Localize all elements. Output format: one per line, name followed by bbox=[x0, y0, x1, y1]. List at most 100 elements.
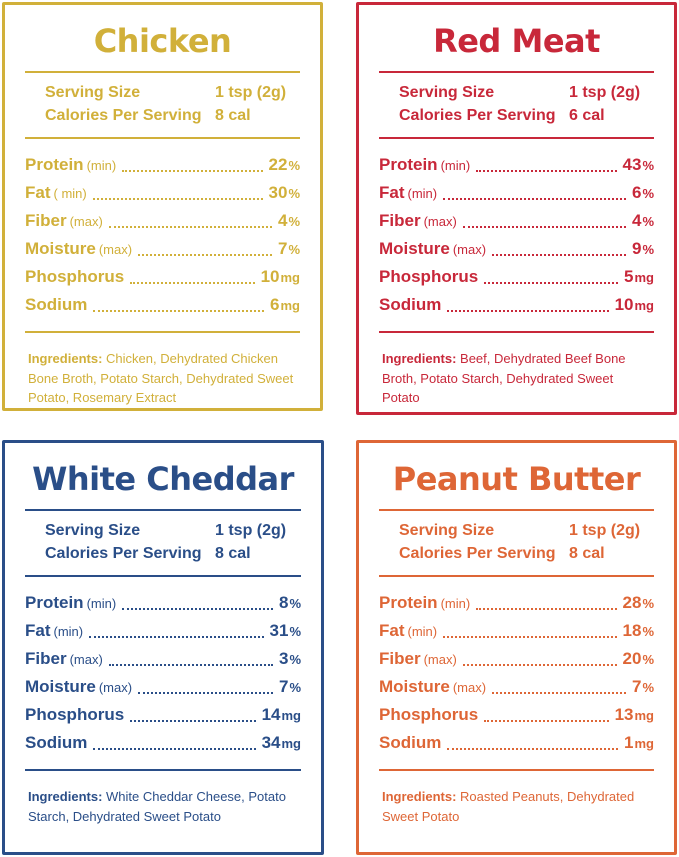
nutrient-name: Fiber bbox=[379, 649, 421, 668]
dot-leader bbox=[462, 226, 626, 228]
nutrient-value: 13 bbox=[614, 705, 634, 724]
ingredients-text: Chicken, Dehydrated Chicken Bone Broth, … bbox=[28, 351, 294, 405]
nutrient-row: Sodium 1 mg bbox=[379, 729, 654, 757]
nutrient-row: Moisture (max) 7% bbox=[25, 235, 300, 263]
nutrient-value: 10 bbox=[260, 267, 280, 286]
nutrient-value: 4 bbox=[277, 211, 288, 230]
nutrient-list: Protein (min) 22% Fat( min) 30% Fiber (max) 4% M… bbox=[25, 151, 300, 319]
serving-info: Serving Size 1 tsp (2g) Calories Per Servi… bbox=[25, 519, 301, 565]
nutrient-name: Sodium bbox=[25, 295, 88, 314]
serving-size-value: 1 tsp (2g) bbox=[215, 84, 287, 101]
calories-value: 8 cal bbox=[215, 545, 251, 562]
nutrient-qualifier: (min) bbox=[407, 186, 438, 201]
nutrient-qualifier: (max) bbox=[423, 214, 457, 229]
dot-leader bbox=[130, 720, 256, 722]
nutrient-row: Fat (min) 6% bbox=[379, 179, 654, 207]
calories-label: Calories Per Serving bbox=[45, 545, 202, 562]
ingredients-text: Beef, Dehydrated Beef Bone Broth, Potato… bbox=[382, 351, 626, 405]
nutrient-name: Fiber bbox=[379, 211, 421, 230]
nutrient-qualifier: (max) bbox=[452, 680, 487, 695]
dot-leader bbox=[122, 170, 263, 172]
panel: Peanut Butter Serving Size 1 tsp (2g) Calor… bbox=[356, 440, 677, 855]
dot-leader bbox=[447, 310, 609, 312]
ingredients-text: White Cheddar Cheese, Potato Starch, Deh… bbox=[28, 789, 286, 824]
serving-size-value: 1 tsp (2g) bbox=[215, 522, 287, 539]
nutrient-unit: % bbox=[288, 186, 300, 201]
nutrient-value: 20 bbox=[622, 649, 642, 668]
nutrient-value: 9 bbox=[631, 239, 642, 258]
nutrient-list: Protein (min) 43% Fat (min) 6% Fiber (max) 4% Moi… bbox=[379, 151, 654, 319]
nutrient-value: 30 bbox=[268, 183, 288, 202]
serving-size-label: Serving Size bbox=[45, 522, 141, 539]
ingredients-text: Roasted Peanuts, Dehydrated Sweet Potato bbox=[382, 789, 635, 824]
nutrient-qualifier: (max) bbox=[98, 242, 133, 257]
panel: White Cheddar Serving Size 1 tsp (2g) Calor… bbox=[2, 440, 324, 855]
dot-leader bbox=[443, 198, 626, 200]
serving-size-label: Serving Size bbox=[45, 84, 141, 101]
divider bbox=[379, 331, 654, 333]
calories-value: 8 cal bbox=[569, 545, 605, 562]
nutrient-name: Fat bbox=[25, 183, 51, 202]
nutrient-qualifier: (min) bbox=[53, 624, 84, 639]
dot-leader bbox=[443, 636, 617, 638]
nutrient-row: Phosphorus 10 mg bbox=[25, 263, 300, 291]
divider bbox=[379, 769, 654, 771]
nutrient-name: Phosphorus bbox=[25, 705, 125, 724]
panel-title: Peanut Butter bbox=[392, 460, 641, 498]
nutrient-qualifier: (max) bbox=[423, 652, 457, 667]
calories-value: 6 cal bbox=[569, 107, 605, 124]
dot-leader bbox=[92, 198, 263, 200]
nutrient-row: Phosphorus 13 mg bbox=[379, 701, 654, 729]
nutrient-unit: mg bbox=[281, 708, 302, 723]
dot-leader bbox=[462, 664, 617, 666]
nutrient-name: Fat bbox=[25, 621, 51, 640]
nutrient-row: Protein (min) 43% bbox=[379, 151, 654, 179]
nutrient-unit: % bbox=[288, 158, 300, 173]
nutrient-row: Moisture (max) 7% bbox=[379, 673, 654, 701]
nutrient-row: Sodium 6 mg bbox=[25, 291, 300, 319]
nutrient-row: Fiber (max) 20% bbox=[379, 645, 654, 673]
ingredients: Ingredients: Chicken, Dehydrated Chicken… bbox=[25, 349, 300, 408]
calories-value: 8 cal bbox=[215, 107, 251, 124]
nutrient-value: 31 bbox=[269, 621, 289, 640]
divider bbox=[25, 769, 301, 771]
ingredients-label: Ingredients: bbox=[28, 351, 103, 366]
nutrient-unit: mg bbox=[634, 270, 655, 285]
nutrient-value: 18 bbox=[622, 621, 642, 640]
nutrient-row: Protein (min) 28% bbox=[379, 589, 654, 617]
nutrient-name: Moisture bbox=[379, 677, 450, 696]
nutrient-unit: % bbox=[289, 652, 301, 667]
nutrient-name: Protein bbox=[379, 593, 438, 612]
dot-leader bbox=[447, 748, 619, 750]
nutrient-value: 5 bbox=[624, 267, 634, 286]
divider bbox=[379, 575, 654, 577]
nutrient-unit: % bbox=[642, 186, 654, 201]
ingredients-label: Ingredients: bbox=[382, 789, 457, 804]
nutrient-unit: mg bbox=[280, 270, 301, 285]
dot-leader bbox=[93, 310, 265, 312]
serving-size-label: Serving Size bbox=[399, 522, 495, 539]
panel: Red Meat Serving Size 1 tsp (2g) Calories P… bbox=[356, 2, 677, 415]
nutrient-value: 34 bbox=[261, 733, 281, 752]
dot-leader bbox=[122, 608, 273, 610]
nutrient-row: Fiber (max) 4% bbox=[25, 207, 300, 235]
nutrient-qualifier: (min) bbox=[440, 596, 471, 611]
nutrient-row: Phosphorus 14 mg bbox=[25, 701, 301, 729]
nutrient-value: 7 bbox=[277, 239, 288, 258]
nutrient-name: Fiber bbox=[25, 649, 67, 668]
ingredients-label: Ingredients: bbox=[382, 351, 457, 366]
calories-label: Calories Per Serving bbox=[399, 545, 556, 562]
nutrient-qualifier: (max) bbox=[69, 214, 103, 229]
nutrient-value: 7 bbox=[278, 677, 289, 696]
nutrient-value: 6 bbox=[270, 295, 280, 314]
nutrient-value: 14 bbox=[261, 705, 281, 724]
nutrient-value: 28 bbox=[622, 593, 642, 612]
nutrient-value: 8 bbox=[278, 593, 289, 612]
calories-label: Calories Per Serving bbox=[399, 107, 556, 124]
dot-leader bbox=[492, 692, 626, 694]
nutrient-row: Fiber (max) 3% bbox=[25, 645, 301, 673]
nutrient-qualifier: (min) bbox=[86, 158, 117, 173]
nutrient-row: Protein (min) 8% bbox=[25, 589, 301, 617]
nutrient-qualifier: (min) bbox=[440, 158, 471, 173]
serving-size-value: 1 tsp (2g) bbox=[569, 84, 641, 101]
